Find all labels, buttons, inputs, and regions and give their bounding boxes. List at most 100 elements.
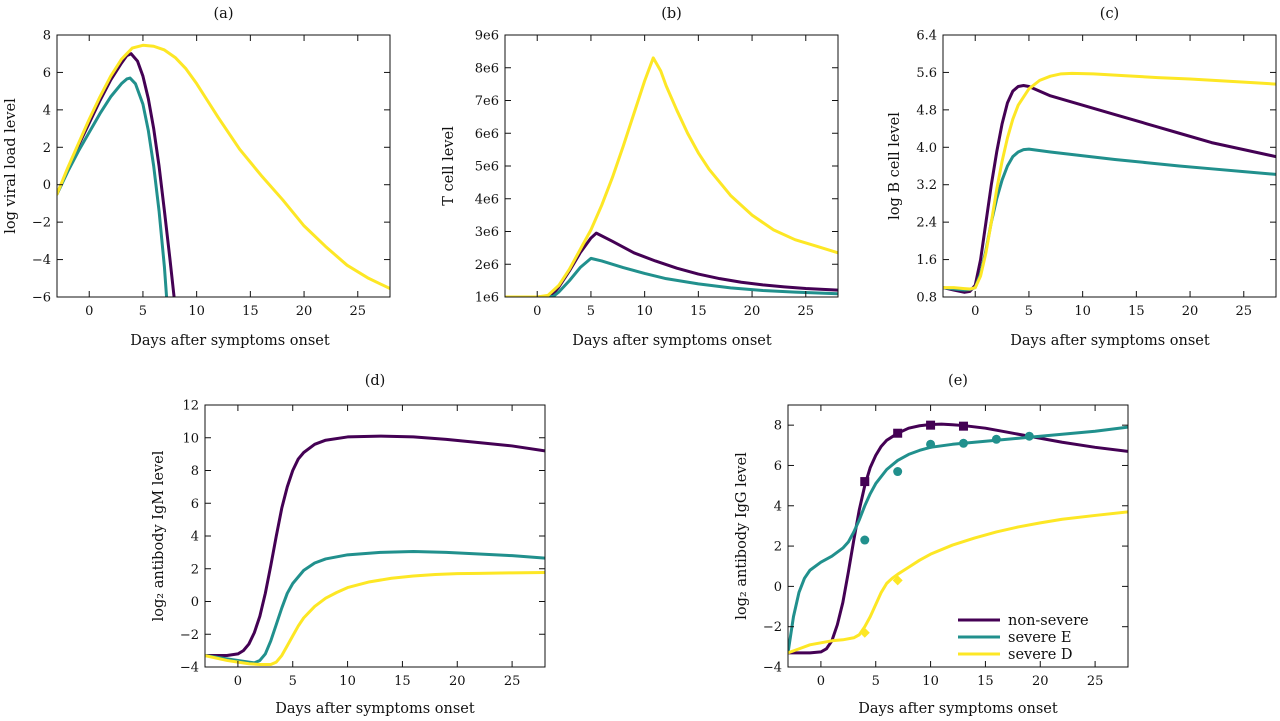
- legend-label-non-severe: non-severe: [1008, 613, 1089, 629]
- x-tick-label-d: 5: [289, 674, 297, 689]
- y-tick-label-b: 5e6: [475, 160, 499, 175]
- x-tick-label-d: 25: [504, 674, 521, 689]
- y-tick-label-a: −4: [32, 253, 51, 268]
- x-tick-label-b: 0: [533, 304, 541, 319]
- plot-frame-c: [942, 34, 1277, 298]
- x-tick-label-e: 0: [817, 674, 825, 689]
- x-tick-label-c: 20: [1182, 304, 1199, 319]
- y-axis-label-c: log B cell level: [887, 112, 903, 220]
- y-tick-label-c: 3.2: [916, 178, 937, 193]
- x-tick-label-e: 25: [1087, 674, 1104, 689]
- y-tick-label-b: 4e6: [475, 192, 499, 207]
- series-group-a: [57, 43, 390, 297]
- x-tick-label-b: 5: [587, 304, 595, 319]
- x-tick-label-a: 15: [242, 304, 259, 319]
- y-tick-label-d: 0: [191, 595, 199, 610]
- y-axis-label-a: log viral load level: [3, 98, 19, 234]
- y-tick-label-a: 8: [43, 29, 51, 44]
- y-tick-label-c: 1.6: [916, 253, 937, 268]
- x-tick-label-d: 10: [339, 674, 356, 689]
- x-tick-label-b: 20: [744, 304, 761, 319]
- x-tick-label-b: 25: [798, 304, 815, 319]
- y-tick-label-c: 0.8: [916, 291, 937, 306]
- y-tick-label-a: 0: [43, 178, 51, 193]
- x-tick-label-a: 0: [85, 304, 93, 319]
- chart-panel-e: (e) 0 5 10 15 20 25 −4 −2 0 2 4 6 8 Days after symptom…: [734, 373, 1129, 717]
- y-tick-label-e: 4: [774, 499, 782, 514]
- data-point-severe-E: [958, 438, 968, 448]
- data-point-severe-E: [991, 434, 1001, 444]
- chart-title-b: (b): [661, 6, 682, 22]
- y-tick-label-b: 8e6: [475, 61, 499, 76]
- series-group-c: [943, 71, 1276, 294]
- series-line-a-severe-E: [57, 76, 169, 297]
- x-tick-label-d: 0: [234, 674, 242, 689]
- x-tick-label-a: 25: [350, 304, 367, 319]
- data-point-non-severe: [893, 428, 903, 438]
- x-tick-label-a: 10: [188, 304, 205, 319]
- y-tick-label-d: 10: [182, 431, 199, 446]
- series-group-e: [788, 420, 1128, 655]
- plot-frame-b: [504, 34, 839, 298]
- series-line-d-severe-E: [205, 550, 545, 665]
- series-line-a-severe-D: [57, 43, 390, 291]
- legend-label-severe-D: severe D: [1008, 647, 1073, 663]
- y-tick-label-e: 0: [774, 580, 782, 595]
- y-tick-label-c: 2.4: [916, 216, 937, 231]
- y-tick-label-a: 6: [43, 66, 51, 81]
- y-tick-label-a: −2: [32, 216, 51, 231]
- y-tick-label-e: 6: [774, 459, 782, 474]
- series-line-e-severe-D: [788, 510, 1128, 655]
- plot-frame-a: [56, 34, 391, 298]
- chart-title-e: (e): [948, 373, 968, 389]
- x-axis-label-e: Days after symptoms onset: [858, 701, 1058, 717]
- data-point-severe-E: [860, 535, 870, 545]
- x-tick-label-c: 5: [1025, 304, 1033, 319]
- chart-panel-d: (d) 0 5 10 15 20 25 −4 −2 0 2 4 6 8 10 12 Days after sym…: [151, 373, 546, 717]
- y-tick-label-d: −2: [180, 628, 199, 643]
- y-axis-label-b: T cell level: [441, 126, 457, 206]
- series-group-d: [205, 434, 545, 667]
- series-group-b: [505, 56, 838, 297]
- y-tick-label-d: 4: [191, 530, 199, 545]
- y-tick-label-b: 2e6: [475, 258, 499, 273]
- x-tick-label-b: 15: [690, 304, 707, 319]
- chart-title-c: (c): [1100, 6, 1119, 22]
- data-point-severe-E: [1024, 431, 1034, 441]
- x-axis-label-b: Days after symptoms onset: [572, 333, 772, 349]
- y-tick-label-c: 5.6: [916, 66, 937, 81]
- x-tick-label-a: 5: [139, 304, 147, 319]
- series-line-e-non-severe: [788, 422, 1128, 655]
- y-axis-label-e: log₂ antibody IgG level: [734, 452, 750, 620]
- y-tick-label-b: 9e6: [475, 29, 499, 44]
- x-tick-label-c: 15: [1128, 304, 1145, 319]
- x-tick-label-d: 15: [394, 674, 411, 689]
- x-tick-label-a: 20: [296, 304, 313, 319]
- series-line-b-severe-D: [505, 56, 838, 297]
- y-tick-label-b: 1e6: [475, 291, 499, 306]
- series-line-c-non-severe: [943, 84, 1276, 294]
- data-point-severe-D: [859, 627, 870, 638]
- x-tick-label-c: 10: [1074, 304, 1091, 319]
- data-point-severe-D: [892, 575, 903, 586]
- y-tick-label-a: 4: [43, 103, 51, 118]
- chart-panel-b: (b) 0 5 10 15 20 25 1e6 2e6 3e6 4e6 5e6 6e6 7e6 8e6 9e6…: [441, 6, 839, 349]
- x-axis-label-c: Days after symptoms onset: [1010, 333, 1210, 349]
- y-tick-label-b: 6e6: [475, 127, 499, 142]
- y-tick-label-a: −6: [32, 291, 51, 306]
- chart-panel-a: (a) 0 5 10 15 20 25 −6 −4 −2 0 2 4 6 8 Days after sympt…: [3, 6, 391, 349]
- x-tick-label-e: 20: [1032, 674, 1049, 689]
- chart-title-d: (d): [365, 373, 386, 389]
- y-tick-label-d: 12: [182, 399, 199, 414]
- x-axis-label-a: Days after symptoms onset: [130, 333, 330, 349]
- y-tick-label-c: 6.4: [916, 29, 937, 44]
- y-tick-label-e: −4: [763, 661, 782, 676]
- series-line-c-severe-D: [943, 71, 1276, 291]
- x-axis-label-d: Days after symptoms onset: [275, 701, 475, 717]
- y-tick-label-c: 4.0: [916, 141, 937, 156]
- legend-label-severe-E: severe E: [1008, 630, 1072, 646]
- data-point-severe-E: [926, 439, 936, 449]
- y-tick-label-d: 8: [191, 464, 199, 479]
- data-point-non-severe: [926, 420, 936, 430]
